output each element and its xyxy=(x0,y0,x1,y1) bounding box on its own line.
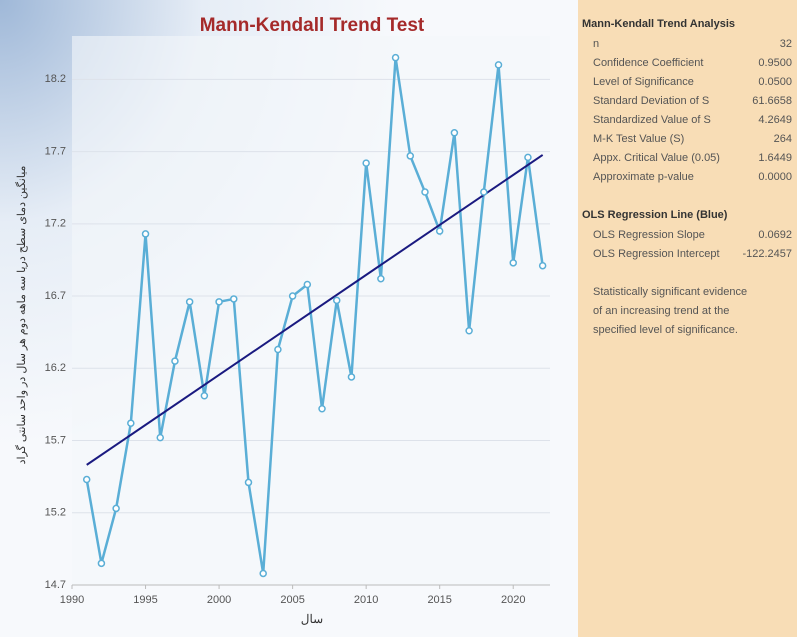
y-tick-label: 17.2 xyxy=(45,218,66,230)
x-tick-label: 2005 xyxy=(280,594,304,606)
stat-label: Appx. Critical Value (0.05) xyxy=(593,152,720,164)
y-axis-label: میانگین دمای سطح دریا سه ماهه دوم هر سال… xyxy=(15,165,28,464)
stat-label: Standardized Value of S xyxy=(593,114,711,126)
note-line: specified level of significance. xyxy=(593,324,738,336)
stat-value: 0.0692 xyxy=(758,229,792,241)
stat-label: OLS Regression Slope xyxy=(593,229,705,241)
x-tick-label: 1990 xyxy=(60,594,84,606)
stat-value: 0.9500 xyxy=(758,57,792,69)
data-point xyxy=(215,298,223,306)
data-point xyxy=(406,152,415,160)
panel-background xyxy=(578,0,797,637)
data-point xyxy=(230,295,238,303)
data-point xyxy=(391,53,400,62)
y-tick-label: 16.2 xyxy=(45,362,66,374)
x-axis-label: سال xyxy=(301,612,323,626)
x-tick-label: 2010 xyxy=(354,594,378,606)
note-line: of an increasing trend at the xyxy=(593,305,729,317)
data-point xyxy=(509,259,517,267)
stat-value: 264 xyxy=(774,133,792,145)
stat-value: 0.0000 xyxy=(758,171,792,183)
stat-label: M-K Test Value (S) xyxy=(593,133,684,145)
y-tick-label: 17.7 xyxy=(45,145,66,157)
x-tick-label: 1995 xyxy=(133,594,157,606)
data-point xyxy=(127,419,135,427)
data-point xyxy=(171,357,179,365)
data-point xyxy=(259,569,267,578)
chart-title: Mann-Kendall Trend Test xyxy=(200,15,425,36)
data-point xyxy=(538,261,547,270)
y-tick-label: 14.7 xyxy=(45,579,66,591)
x-tick-label: 2000 xyxy=(207,594,231,606)
stat-label: OLS Regression Intercept xyxy=(593,248,720,260)
note-line: Statistically significant evidence xyxy=(593,286,747,298)
data-point xyxy=(494,61,503,69)
data-point xyxy=(185,298,194,306)
y-tick-label: 15.7 xyxy=(45,434,66,446)
series-line xyxy=(85,57,544,574)
data-point xyxy=(156,433,164,442)
y-tick-label: 18.2 xyxy=(45,73,66,85)
y-tick-label: 16.7 xyxy=(45,290,66,302)
x-tick-label: 2020 xyxy=(501,594,525,606)
stat-value: 32 xyxy=(780,38,792,50)
x-tick-label: 2015 xyxy=(427,594,451,606)
data-point xyxy=(318,404,326,413)
data-point xyxy=(332,296,341,305)
ols-title: OLS Regression Line (Blue) xyxy=(582,209,728,221)
data-point xyxy=(200,391,209,400)
stat-label: Standard Deviation of S xyxy=(593,95,709,107)
stat-value: 61.6658 xyxy=(752,95,792,107)
data-point xyxy=(274,345,282,354)
data-point xyxy=(377,274,385,283)
stat-value: 0.0500 xyxy=(758,76,792,88)
stat-label: n xyxy=(593,38,599,50)
data-point xyxy=(244,478,253,487)
data-point xyxy=(524,153,532,162)
stat-label: Approximate p-value xyxy=(593,171,694,183)
data-point xyxy=(450,129,459,137)
stat-value: -122.2457 xyxy=(742,248,792,260)
data-point xyxy=(141,230,150,238)
stat-label: Confidence Coefficient xyxy=(593,57,703,69)
data-point xyxy=(362,159,370,167)
trend-line xyxy=(86,154,544,466)
data-point xyxy=(421,188,429,196)
data-point xyxy=(303,280,312,289)
stat-value: 4.2649 xyxy=(758,114,792,126)
data-point xyxy=(465,326,473,335)
data-point xyxy=(435,227,444,235)
panel-title: Mann-Kendall Trend Analysis xyxy=(582,18,735,30)
data-point xyxy=(82,475,91,484)
data-point xyxy=(347,373,356,381)
data-point xyxy=(288,292,297,300)
stat-label: Level of Significance xyxy=(593,76,694,88)
data-point xyxy=(112,504,120,513)
data-point xyxy=(480,188,488,196)
data-point xyxy=(97,559,106,568)
stat-value: 1.6449 xyxy=(758,152,792,164)
y-tick-label: 15.2 xyxy=(45,507,66,519)
